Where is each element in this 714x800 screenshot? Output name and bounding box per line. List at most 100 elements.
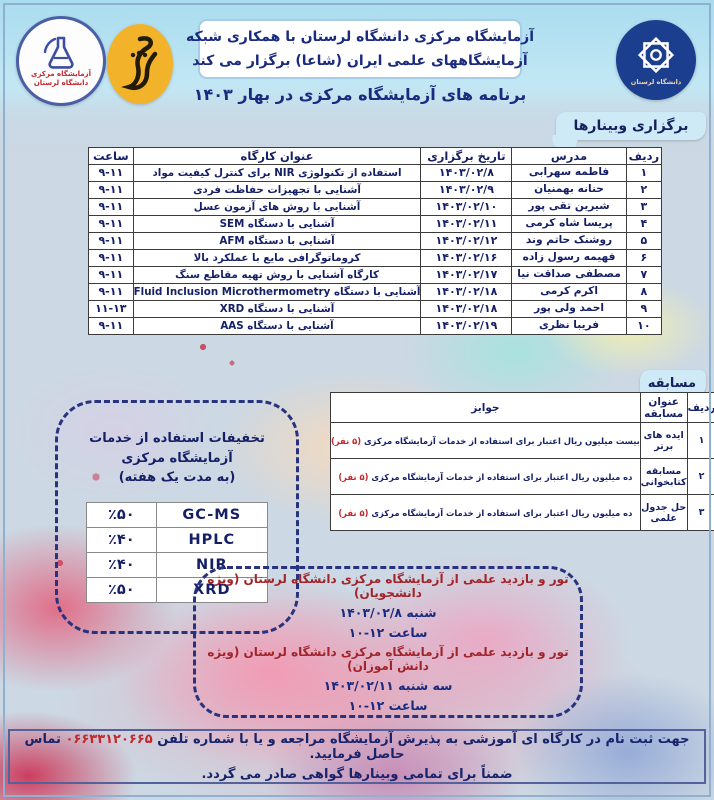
- row-no: ۶: [625, 249, 663, 267]
- col-header-row-no: ردیف: [686, 392, 714, 423]
- instructor: شیرین تقی پور: [511, 198, 627, 216]
- title-line2: آزمایشگاههای علمی ایران (شاعا) برگزار می…: [192, 53, 528, 69]
- discount-service: HPLC: [155, 526, 269, 553]
- col-header-time: ساعت: [88, 147, 134, 165]
- lorestan-university-logo: دانشگاه لرستان: [616, 20, 696, 100]
- time: ۹-۱۱: [88, 198, 134, 216]
- workshop-title: آشنایی با دستگاه AFM: [132, 232, 422, 250]
- tours-box: تور و بازدید علمی از آزمایشگاه مرکزی دان…: [193, 566, 583, 718]
- instructor: فاطمه سهرابی: [511, 164, 627, 182]
- tour-students-date: شنبه ۱۴۰۳/۰۲/۸: [339, 604, 437, 620]
- university-emblem-icon: [637, 36, 675, 74]
- contest-row: ۱ ایده های برتر بیست میلیون ریال اعتبار …: [330, 422, 714, 459]
- prize-text: ده میلیون ریال اعتبار برای استفاده از خد…: [368, 471, 633, 482]
- instructor: فهیمه رسول زاده: [511, 249, 627, 267]
- workshop-title: آشنایی با دستگاه AAS: [132, 317, 422, 335]
- workshop-title: آشنایی با روش های آزمون عسل: [132, 198, 422, 216]
- prize: بیست میلیون ریال اعتبار برای استفاده از …: [330, 422, 641, 459]
- discounts-title-line1: تخفیفات استفاده از خدمات آزمایشگاه مرکزی: [89, 431, 265, 466]
- date: ۱۴۰۳/۰۲/۱۶: [420, 249, 513, 267]
- date: ۱۴۰۳/۰۲/۱۸: [420, 283, 513, 301]
- workshop-title: آشنایی با دستگاه Fluid Inclusion Microth…: [132, 283, 422, 301]
- contest-row: ۳ حل جدول علمی ده میلیون ریال اعتبار برا…: [330, 494, 714, 531]
- col-header-contest-title: عنوان مسابقه: [639, 392, 688, 423]
- central-lab-logo-label-line1: آزمایشگاه مرکزی: [31, 70, 91, 79]
- webinar-row: ۱ فاطمه سهرابی ۱۴۰۳/۰۲/۸ استفاده از تکنو…: [88, 164, 663, 182]
- webinar-row: ۴ پریسا شاه کرمی ۱۴۰۳/۰۲/۱۱ آشنایی با دس…: [88, 215, 663, 233]
- date: ۱۴۰۳/۰۲/۹: [420, 181, 513, 199]
- row-no: ۳: [625, 198, 663, 216]
- col-header-prize: جوایز: [330, 392, 641, 423]
- contest-row: ۲ مسابقه کتابخوانی ده میلیون ریال اعتبار…: [330, 458, 714, 495]
- row-no: ۴: [625, 215, 663, 233]
- time: ۹-۱۱: [88, 181, 134, 199]
- time: ۹-۱۱: [88, 164, 134, 182]
- row-no: ۱: [625, 164, 663, 182]
- time: ۹-۱۱: [88, 317, 134, 335]
- discount-row: ٪۴۰ HPLC: [86, 526, 269, 553]
- date: ۱۴۰۳/۰۲/۱۷: [420, 266, 513, 284]
- webinar-row: ۲ حنانه بهمنیان ۱۴۰۳/۰۲/۹ آشنایی با تجهی…: [88, 181, 663, 199]
- university-logo-label: دانشگاه لرستان: [630, 78, 682, 86]
- prize-text: بیست میلیون ریال اعتبار برای استفاده از …: [361, 435, 640, 446]
- footer-box: جهت ثبت نام در کارگاه ای آموزشی به پذیرش…: [8, 729, 706, 784]
- date: ۱۴۰۳/۰۲/۱۸: [420, 300, 513, 318]
- workshop-title: آشنایی با تجهیزات حفاظت فردی: [132, 181, 422, 199]
- discounts-box: تخفیفات استفاده از خدمات آزمایشگاه مرکزی…: [55, 400, 299, 634]
- date: ۱۴۰۳/۰۲/۱۹: [420, 317, 513, 335]
- row-no: ۲: [686, 458, 714, 495]
- workshop-title: استفاده از تکنولوژی NIR برای کنترل کیفیت…: [132, 164, 422, 182]
- workshop-title: آشنایی با دستگاه SEM: [132, 215, 422, 233]
- instructor: روشنک حاتم وند: [511, 232, 627, 250]
- prize-note: (۵ نفر): [338, 471, 369, 482]
- webinars-table: ردیف مدرس تاریخ برگزاری عنوان کارگاه ساع…: [88, 147, 663, 335]
- poster-subtitle: برنامه های آزمایشگاه مرکزی در بهار ۱۴۰۳: [193, 85, 527, 104]
- shaa-network-logo: [107, 24, 173, 104]
- webinar-row: ۹ احمد ولی پور ۱۴۰۳/۰۲/۱۸ آشنایی با دستگ…: [88, 300, 663, 318]
- discounts-title-line2: (به مدت یک هفته): [118, 470, 236, 485]
- poster-title-box: آزمایشگاه مرکزی دانشگاه لرستان با همکاری…: [186, 19, 534, 79]
- row-no: ۱: [686, 422, 714, 459]
- certificate-note: ضمناً برای تمامی وبینارها گواهی صادر می …: [201, 766, 513, 782]
- discount-percent: ٪۴۰: [86, 551, 157, 578]
- tour-students-time: ساعت ۱۲-۱۰: [348, 624, 428, 640]
- webinar-row: ۵ روشنک حاتم وند ۱۴۰۳/۰۲/۱۲ آشنایی با دس…: [88, 232, 663, 250]
- col-header-date: تاریخ برگزاری: [420, 147, 513, 165]
- date: ۱۴۰۳/۰۲/۱۱: [420, 215, 513, 233]
- date: ۱۴۰۳/۰۲/۸: [420, 164, 513, 182]
- registration-note: جهت ثبت نام در کارگاه ای آموزشی به پذیرش…: [10, 732, 704, 762]
- prize-note: (۵ نفر): [331, 435, 362, 446]
- instructor: اکرم کرمی: [511, 283, 627, 301]
- prize: ده میلیون ریال اعتبار برای استفاده از خد…: [330, 494, 641, 531]
- webinar-row: ۱۰ فریبا نظری ۱۴۰۳/۰۲/۱۹ آشنایی با دستگا…: [88, 317, 663, 335]
- contest-title: ایده های برتر: [639, 422, 688, 459]
- time: ۱۱-۱۳: [88, 300, 134, 318]
- workshop-title: کارگاه آشنایی با روش تهیه مقاطع سنگ: [132, 266, 422, 284]
- row-no: ۷: [625, 266, 663, 284]
- date: ۱۴۰۳/۰۲/۱۲: [420, 232, 513, 250]
- workshop-title: کروماتوگرافی مایع با عملکرد بالا: [132, 249, 422, 267]
- time: ۹-۱۱: [88, 266, 134, 284]
- flask-icon: [43, 36, 74, 69]
- time: ۹-۱۱: [88, 215, 134, 233]
- row-no: ۵: [625, 232, 663, 250]
- discount-row: ٪۴۰ NIR: [86, 551, 269, 578]
- webinars-header-row: ردیف مدرس تاریخ برگزاری عنوان کارگاه ساع…: [88, 147, 663, 165]
- time: ۹-۱۱: [88, 283, 134, 301]
- row-no: ۲: [625, 181, 663, 199]
- webinar-row: ۳ شیرین تقی پور ۱۴۰۳/۰۲/۱۰ آشنایی با روش…: [88, 198, 663, 216]
- discount-percent: ٪۵۰: [86, 576, 157, 603]
- instructor: مصطفی صداقت نیا: [511, 266, 627, 284]
- instructor: فریبا نظری: [511, 317, 627, 335]
- col-header-instructor: مدرس: [511, 147, 627, 165]
- time: ۹-۱۱: [88, 249, 134, 267]
- row-no: ۸: [625, 283, 663, 301]
- instructor: احمد ولی پور: [511, 300, 627, 318]
- tour-pupils-date: سه شنبه ۱۴۰۳/۰۲/۱۱: [323, 677, 453, 693]
- prize-text: ده میلیون ریال اعتبار برای استفاده از خد…: [368, 507, 633, 518]
- contest-header-row: ردیف عنوان مسابقه جوایز: [330, 392, 714, 423]
- row-no: ۱۰: [625, 317, 663, 335]
- discount-percent: ٪۵۰: [86, 501, 157, 528]
- webinar-row: ۷ مصطفی صداقت نیا ۱۴۰۳/۰۲/۱۷ کارگاه آشنا…: [88, 266, 663, 284]
